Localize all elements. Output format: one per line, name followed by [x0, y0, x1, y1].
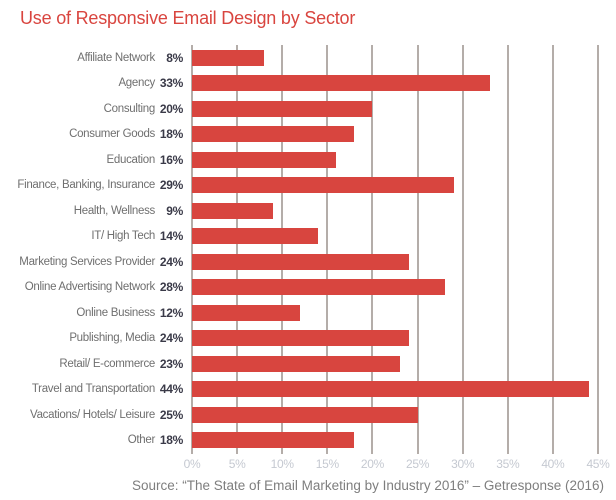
category-label: Health, Wellness: [73, 204, 156, 217]
bar-row: Online Business 12%: [0, 300, 598, 326]
bar: [192, 126, 355, 143]
bar: [192, 279, 445, 296]
bar-track: [192, 406, 598, 423]
value-label: 24%: [159, 254, 183, 269]
x-tick-label: 30%: [451, 457, 475, 471]
bar-track: [192, 432, 598, 449]
category-label: Vacations/ Hotels/ Leisure: [30, 408, 155, 421]
value-label: 18%: [159, 127, 183, 142]
category-label: Consumer Goods: [69, 128, 155, 141]
x-tick-label: 15%: [315, 457, 339, 471]
chart-title: Use of Responsive Email Design by Sector: [20, 8, 356, 28]
bar-row: Publishing, Media 24%: [0, 326, 598, 352]
category-label: Education: [106, 153, 156, 166]
bar: [192, 100, 373, 117]
bar-track: [192, 75, 598, 92]
value-label: 14%: [159, 229, 183, 244]
value-label: 44%: [159, 382, 183, 397]
bar-row: Consumer Goods 18%: [0, 122, 598, 148]
category-label: Agency: [118, 77, 155, 90]
value-label: 20%: [159, 101, 183, 116]
bar-rows: Affiliate Network 8% Agency 33% Consulting 20…: [0, 45, 598, 453]
value-label: 16%: [159, 152, 183, 167]
value-label: 8%: [166, 50, 183, 65]
x-tick-label: 35%: [496, 457, 520, 471]
bar: [192, 330, 409, 347]
x-tick-label: 5%: [228, 457, 246, 471]
value-label: 23%: [159, 356, 183, 371]
bar-track: [192, 304, 598, 321]
bar-track: [192, 381, 598, 398]
category-label: Online Business: [76, 306, 155, 319]
x-axis-ticks: 0% 5% 10% 15% 20% 25% 30% 35% 40% 45%: [184, 457, 610, 473]
bar-track: [192, 151, 598, 168]
value-label: 24%: [159, 331, 183, 346]
bar: [192, 355, 400, 372]
bar-track: [192, 202, 598, 219]
value-label: 33%: [159, 76, 183, 91]
bar: [192, 381, 589, 398]
bar-row: Online Advertising Network 28%: [0, 275, 598, 301]
category-label: Travel and Transportation: [31, 383, 155, 396]
category-label: IT/ High Tech: [91, 230, 155, 243]
bar-track: [192, 49, 598, 66]
bar-row: Travel and Transportation 44%: [0, 377, 598, 403]
bar-track: [192, 279, 598, 296]
bar: [192, 202, 274, 219]
bar-row: Other 18%: [0, 428, 598, 454]
bar-row: Affiliate Network 8%: [0, 45, 598, 71]
bar-row: Consulting 20%: [0, 96, 598, 122]
category-label: Publishing, Media: [69, 332, 155, 345]
bar-row: Health, Wellness 9%: [0, 198, 598, 224]
category-label: Consulting: [103, 102, 156, 115]
value-label: 18%: [159, 433, 183, 448]
category-label: Other: [127, 434, 156, 447]
category-label: Marketing Services Provider: [19, 255, 155, 268]
bar: [192, 406, 418, 423]
bar: [192, 177, 454, 194]
x-tick-label: 0%: [183, 457, 201, 471]
bar-row: Finance, Banking, Insurance 29%: [0, 173, 598, 199]
category-label: Retail/ E-commerce: [59, 357, 155, 370]
value-label: 29%: [159, 178, 183, 193]
bar-track: [192, 330, 598, 347]
bar-track: [192, 355, 598, 372]
bar: [192, 49, 265, 66]
bar-track: [192, 228, 598, 245]
category-label: Affiliate Network: [77, 51, 155, 64]
bar-track: [192, 126, 598, 143]
x-tick-label: 20%: [360, 457, 384, 471]
source-caption: Source: “The State of Email Marketing by…: [132, 478, 604, 493]
value-label: 28%: [159, 280, 183, 295]
bar-track: [192, 253, 598, 270]
bar-row: Vacations/ Hotels/ Leisure 25%: [0, 402, 598, 428]
bar: [192, 253, 409, 270]
x-tick-label: 40%: [541, 457, 565, 471]
value-label: 12%: [159, 305, 183, 320]
x-tick-label: 45%: [586, 457, 610, 471]
bar-row: Retail/ E-commerce 23%: [0, 351, 598, 377]
bar: [192, 75, 490, 92]
bar-track: [192, 100, 598, 117]
bar: [192, 228, 319, 245]
value-label: 25%: [159, 407, 183, 422]
bar-row: Education 16%: [0, 147, 598, 173]
category-label: Finance, Banking, Insurance: [17, 179, 155, 192]
x-tick-label: 25%: [405, 457, 430, 471]
bar: [192, 432, 355, 449]
bar-track: [192, 177, 598, 194]
bar-row: Marketing Services Provider 24%: [0, 249, 598, 275]
x-tick-label: 10%: [270, 457, 294, 471]
bar: [192, 304, 301, 321]
bar-row: Agency 33%: [0, 71, 598, 97]
bar: [192, 151, 337, 168]
value-label: 9%: [166, 203, 183, 218]
bar-row: IT/ High Tech 14%: [0, 224, 598, 250]
category-label: Online Advertising Network: [24, 281, 156, 294]
